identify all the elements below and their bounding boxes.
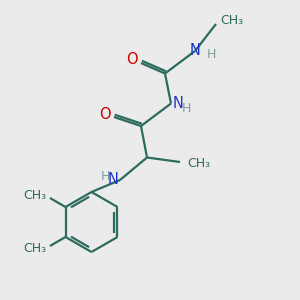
- Text: O: O: [126, 52, 137, 68]
- Text: N: N: [108, 172, 118, 188]
- Text: CH₃: CH₃: [188, 157, 211, 170]
- Text: N: N: [172, 96, 183, 111]
- Text: CH₃: CH₃: [220, 14, 244, 27]
- Text: H: H: [207, 48, 216, 61]
- Text: N: N: [190, 44, 200, 59]
- Text: CH₃: CH₃: [23, 242, 46, 255]
- Text: H: H: [181, 101, 191, 115]
- Text: CH₃: CH₃: [23, 189, 46, 202]
- Text: H: H: [101, 170, 110, 184]
- Text: O: O: [99, 107, 110, 122]
